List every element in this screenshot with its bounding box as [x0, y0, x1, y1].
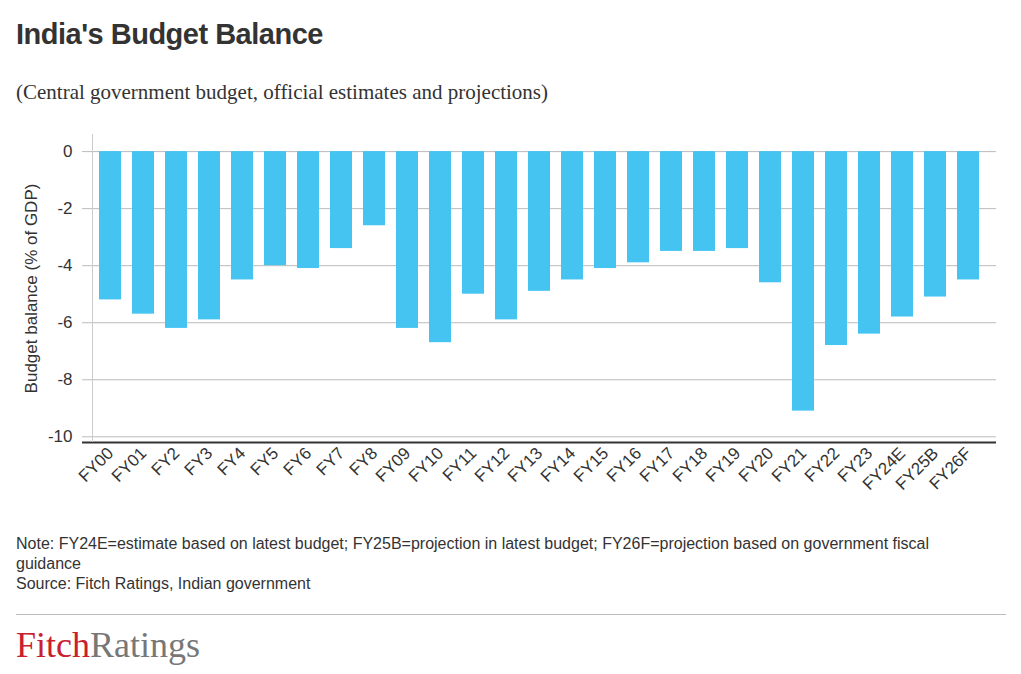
- html-text:Source: Fitch Ratings, Indian: Source: Fitch Ratings, Indian government: [16, 575, 311, 592]
- html-text:Note: FY24E=estimate based on: Note: FY24E=estimate based on latest bud…: [16, 535, 929, 572]
- svg-text:FY25B: FY25B: [892, 443, 943, 494]
- svg-text:FY22: FY22: [801, 444, 843, 486]
- svg-text:-10: -10: [48, 427, 73, 446]
- svg-text:Budget balance (% of GDP): Budget balance (% of GDP): [22, 184, 41, 394]
- svg-text:FY09: FY09: [372, 444, 414, 486]
- svg-text:FY10: FY10: [405, 444, 447, 486]
- svg-text:FY18: FY18: [669, 444, 711, 486]
- svg-text:FY23: FY23: [834, 443, 877, 486]
- svg-text:FY8: FY8: [345, 443, 382, 480]
- html-text:Fitch Ratings: Fitch Ratings: [16, 625, 200, 665]
- svg-text:FY13: FY13: [504, 444, 546, 486]
- svg-text:FY00: FY00: [75, 444, 117, 486]
- svg-text:FY2: FY2: [148, 444, 183, 479]
- svg-text:-8: -8: [57, 370, 72, 389]
- svg-text:FY4: FY4: [214, 444, 249, 479]
- svg-text:FY26F: FY26F: [926, 444, 976, 494]
- svg-text:FY11: FY11: [439, 444, 480, 485]
- svg-text:FY3: FY3: [181, 444, 216, 479]
- svg-text:FY12: FY12: [471, 444, 513, 486]
- svg-text:FY24E: FY24E: [859, 443, 910, 494]
- svg-text:0: 0: [63, 142, 72, 161]
- svg-text:FY6: FY6: [280, 444, 315, 479]
- svg-text:-6: -6: [57, 313, 72, 332]
- svg-text:FY14: FY14: [537, 444, 579, 486]
- svg-text:FY01: FY01: [108, 444, 150, 486]
- svg-text:FY7: FY7: [313, 444, 348, 479]
- svg-text:FY19: FY19: [702, 444, 744, 486]
- svg-text:FY5: FY5: [247, 444, 282, 479]
- svg-text:FY20: FY20: [735, 444, 777, 486]
- html-text:(Central government budget, of: (Central government budget, official est…: [16, 80, 548, 104]
- svg-text:-2: -2: [57, 199, 72, 218]
- svg-text:FY16: FY16: [603, 444, 645, 486]
- svg-text:FY17: FY17: [636, 444, 678, 486]
- svg-text:-4: -4: [57, 256, 72, 275]
- html-text:India's Budget Balance: India's Budget Balance: [16, 18, 323, 50]
- svg-text:FY15: FY15: [570, 444, 612, 486]
- svg-text:FY21: FY21: [768, 444, 810, 486]
